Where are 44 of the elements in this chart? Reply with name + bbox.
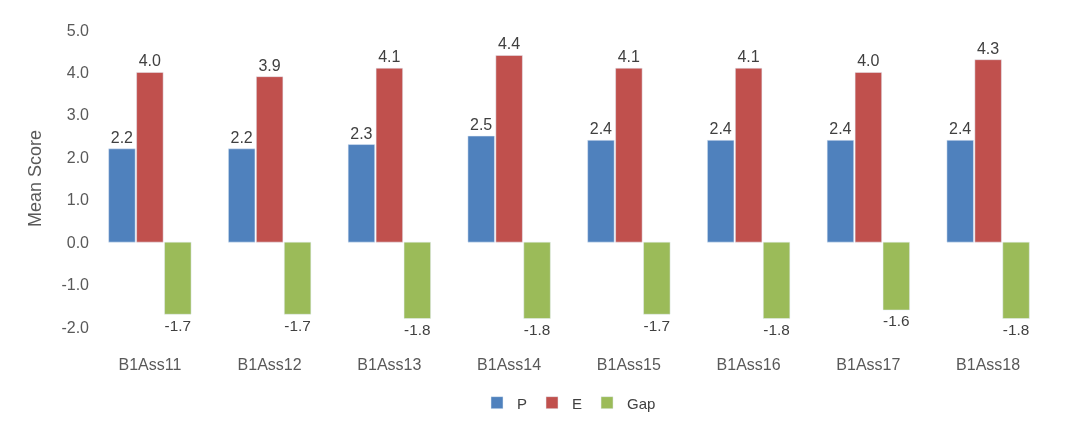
y-tick-label: 3.0 [66,106,90,124]
data-label: -1.8 [523,320,551,338]
data-label: -1.7 [164,316,191,334]
y-tick-label: -1.0 [61,276,90,294]
x-tick-label: B1Ass17 [836,356,901,373]
legend-label: E [572,394,583,412]
legend-label: P [517,394,528,412]
y-tick-label: 5.0 [66,21,90,39]
y-tick-label: -2.0 [61,318,90,336]
data-label: 3.9 [258,56,281,74]
data-label: -1.8 [763,320,790,338]
x-tick-label: B1Ass12 [237,356,302,373]
x-tick-label: B1Ass14 [477,356,542,373]
data-label: 4.1 [617,48,641,66]
x-tick-label: B1Ass16 [716,356,781,373]
data-label: 2.5 [470,116,493,134]
data-label: 4.0 [857,52,880,70]
data-label: 4.0 [138,52,162,70]
data-label: 4.1 [737,48,760,66]
y-tick-label: 4.0 [66,64,90,82]
y-tick-label: 1.0 [66,191,90,209]
x-tick-label: B1Ass11 [118,356,182,373]
data-label: -1.7 [284,316,311,334]
data-label: -1.6 [883,312,910,330]
x-tick-label: B1Ass13 [357,356,422,373]
data-label: 2.3 [350,124,373,142]
x-tick-label: B1Ass18 [956,356,1021,373]
y-axis-title: Mean Score [24,129,45,228]
data-label: 4.4 [497,35,521,53]
data-label: -1.7 [643,316,670,334]
data-label: 2.4 [949,120,972,138]
data-label: -1.8 [404,320,431,338]
y-tick-label: 0.0 [66,233,90,251]
data-label: 2.4 [709,120,732,138]
y-tick-label: 2.0 [66,148,90,166]
data-label: 2.4 [829,120,852,138]
data-label: 4.3 [976,39,1000,57]
data-label: -1.8 [1002,320,1030,338]
data-label: 2.4 [589,120,613,138]
x-tick-label: B1Ass15 [596,356,661,373]
data-label: 2.2 [110,128,134,146]
legend-label: Gap [627,394,656,412]
data-label: 2.2 [230,128,253,146]
data-label: 4.1 [378,48,401,66]
